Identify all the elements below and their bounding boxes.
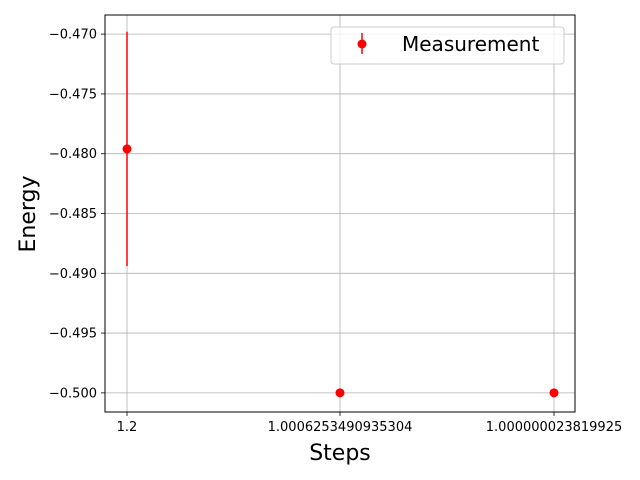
x-tick-label: 1.000000023819925 bbox=[486, 420, 622, 435]
legend: Measurement bbox=[330, 26, 565, 65]
point-layer bbox=[122, 144, 559, 398]
y-tick-label: −0.470 bbox=[49, 28, 97, 43]
legend-marker-sample bbox=[357, 39, 367, 49]
y-tick-label: −0.490 bbox=[49, 267, 97, 282]
y-tick-label: −0.500 bbox=[49, 386, 97, 401]
x-tick-label: 1.0006253490935304 bbox=[268, 420, 413, 435]
legend-label: Measurement bbox=[402, 32, 539, 56]
x-axis-label: Steps bbox=[309, 441, 371, 466]
legend-box bbox=[330, 26, 565, 65]
tick-label-layer: −0.470 −0.475 −0.480 −0.485 −0.490 −0.495 −0.5… bbox=[49, 28, 622, 435]
x-tick-label: 1.2 bbox=[117, 420, 138, 435]
data-point bbox=[122, 144, 132, 154]
y-tick-label: −0.475 bbox=[49, 87, 97, 102]
data-point bbox=[335, 388, 345, 398]
y-axis-label: Energy bbox=[16, 175, 41, 252]
tick-layer bbox=[101, 33, 555, 416]
y-tick-label: −0.485 bbox=[49, 207, 97, 222]
data-point bbox=[549, 388, 559, 398]
grid-layer bbox=[105, 15, 575, 412]
y-tick-label: −0.495 bbox=[49, 327, 97, 342]
y-tick-label: −0.480 bbox=[49, 147, 97, 162]
